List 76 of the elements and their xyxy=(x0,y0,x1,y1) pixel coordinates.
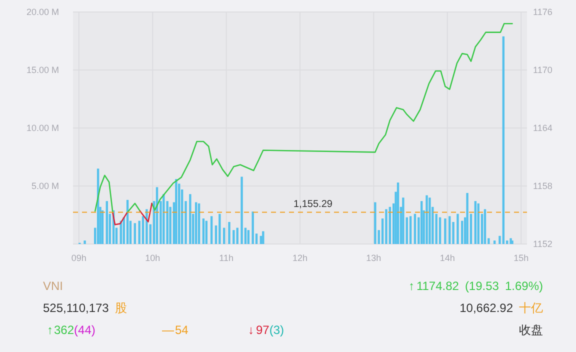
bar xyxy=(444,218,446,244)
text: ↓ xyxy=(248,323,254,337)
bar xyxy=(502,36,505,244)
bar xyxy=(262,231,264,244)
bar xyxy=(456,214,459,244)
bar xyxy=(232,230,235,244)
text: 10,662.92 xyxy=(460,301,514,315)
bar xyxy=(228,222,230,244)
text: 收盘 xyxy=(519,323,543,337)
bar xyxy=(146,209,148,244)
text: 1174.82 xyxy=(416,279,460,293)
bar xyxy=(461,220,464,244)
bar xyxy=(474,201,477,244)
bar xyxy=(218,214,221,244)
bar xyxy=(428,198,431,244)
bar xyxy=(510,238,512,244)
text: 54 xyxy=(175,323,189,337)
text: 97 xyxy=(256,323,270,337)
bar xyxy=(484,209,486,244)
x-tick-label: 11h xyxy=(219,253,234,263)
bar xyxy=(414,214,416,244)
bar xyxy=(420,201,423,244)
bar xyxy=(189,194,192,244)
text: ↑ xyxy=(47,323,53,337)
bar xyxy=(511,240,514,244)
y2-tick-label: 1164 xyxy=(533,123,552,133)
x-tick-label: 15h xyxy=(514,253,529,263)
text: ↑ xyxy=(408,279,414,293)
x-tick-label: 14h xyxy=(440,253,455,263)
text: 1.69%) xyxy=(504,279,543,293)
y-tick-label: 5.00 M xyxy=(31,181,59,191)
bar xyxy=(198,203,200,244)
bar xyxy=(106,201,108,244)
bar xyxy=(448,216,451,244)
bar xyxy=(240,176,243,244)
bar xyxy=(236,228,238,244)
bar xyxy=(493,240,496,244)
text: 525,110,173 xyxy=(43,301,110,315)
text: — xyxy=(162,323,174,337)
bar xyxy=(252,212,254,244)
bar xyxy=(402,198,404,244)
bar xyxy=(134,223,136,244)
x-tick-label: 12h xyxy=(292,253,308,263)
bar xyxy=(175,179,178,244)
x-tick-label: 13h xyxy=(366,253,382,263)
x-tick-label: 09h xyxy=(71,253,86,263)
y-tick-label: 15.00 M xyxy=(26,65,59,75)
y-tick-label: 10.00 M xyxy=(26,123,59,133)
y2-tick-label: 1152 xyxy=(533,239,552,249)
bar xyxy=(202,218,205,244)
bar xyxy=(247,230,250,244)
bar xyxy=(222,228,226,244)
y-tick-label: 20.00 M xyxy=(26,7,59,17)
text: VNI xyxy=(43,279,64,293)
text: 股 xyxy=(114,301,127,315)
bar xyxy=(385,209,388,244)
bar xyxy=(466,192,468,244)
bar xyxy=(374,202,376,244)
bar xyxy=(162,194,165,244)
ref-line-label: 1,155.29 xyxy=(294,199,333,210)
y2-tick-label: 1158 xyxy=(533,181,552,191)
bar xyxy=(438,217,442,244)
x-tick-label: 10h xyxy=(145,253,160,263)
y2-tick-label: 1170 xyxy=(533,65,552,75)
text: (44) xyxy=(74,323,96,337)
text: (19.53 xyxy=(464,279,500,293)
bar xyxy=(205,220,208,244)
text: 十亿 xyxy=(519,301,543,315)
text: (3) xyxy=(269,323,284,337)
bar xyxy=(84,240,86,244)
bar xyxy=(194,202,198,244)
bar xyxy=(210,216,213,244)
bar xyxy=(409,216,412,244)
bar xyxy=(426,195,428,244)
text: 362 xyxy=(54,323,74,337)
y2-tick-label: 1176 xyxy=(533,7,552,17)
